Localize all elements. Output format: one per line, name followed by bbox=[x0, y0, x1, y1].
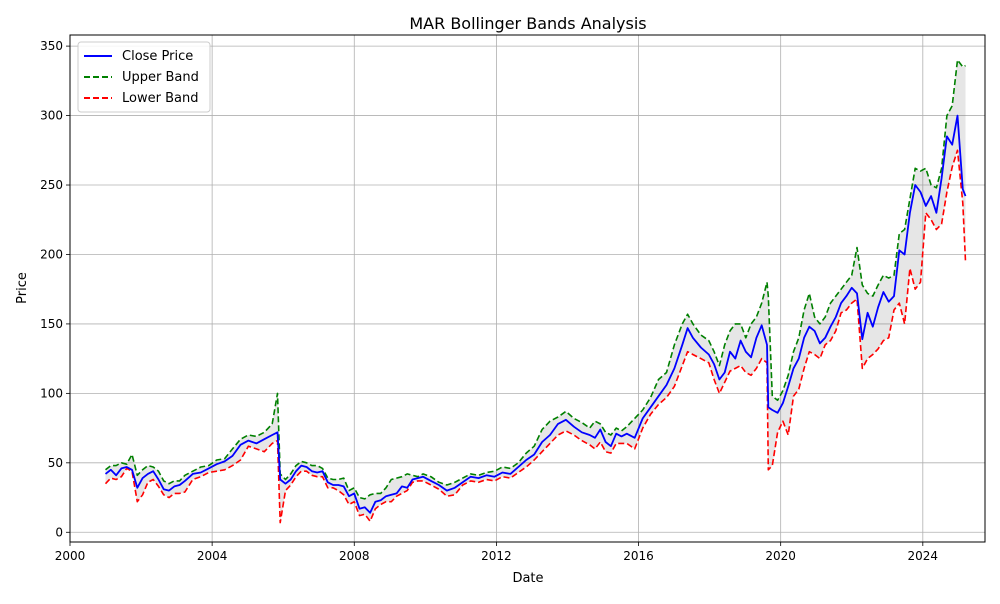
y-axis-label: Price bbox=[15, 272, 30, 304]
legend-label: Lower Band bbox=[122, 91, 198, 106]
y-tick-label: 150 bbox=[40, 317, 63, 331]
series-lines bbox=[104, 59, 967, 524]
x-tick-label: 2008 bbox=[339, 549, 370, 563]
y-tick-label: 200 bbox=[40, 247, 63, 261]
y-tick-label: 100 bbox=[40, 386, 63, 400]
x-axis-label: Date bbox=[512, 571, 543, 586]
bollinger-band-area bbox=[105, 60, 966, 523]
chart-title: MAR Bollinger Bands Analysis bbox=[409, 14, 646, 33]
y-tick-label: 300 bbox=[40, 109, 63, 123]
x-tick-label: 2016 bbox=[623, 549, 654, 563]
x-tick-label: 2012 bbox=[481, 549, 512, 563]
y-tick-label: 50 bbox=[48, 456, 63, 470]
y-tick-label: 0 bbox=[55, 525, 63, 539]
legend-label: Close Price bbox=[122, 49, 193, 64]
y-tick-label: 250 bbox=[40, 178, 63, 192]
series-line-upper-band bbox=[105, 59, 966, 500]
series-line-lower-band bbox=[104, 149, 967, 524]
y-axis: 0 50 100 150 200 250 300 350 bbox=[40, 39, 70, 539]
y-tick-label: 350 bbox=[40, 39, 63, 53]
x-tick-label: 2004 bbox=[197, 549, 228, 563]
plot-area-frame bbox=[69, 34, 986, 543]
x-tick-label: 2020 bbox=[765, 549, 796, 563]
x-axis: 2000 2004 2008 2012 2016 2020 2024 bbox=[55, 542, 938, 563]
legend-label: Upper Band bbox=[122, 70, 199, 85]
legend: Close Price Upper Band Lower Band bbox=[77, 41, 211, 113]
series-line-close-price bbox=[104, 114, 967, 514]
band-fill bbox=[105, 60, 966, 523]
x-tick-label: 2024 bbox=[908, 549, 939, 563]
legend-box bbox=[77, 41, 211, 113]
x-tick-label: 2000 bbox=[55, 549, 86, 563]
